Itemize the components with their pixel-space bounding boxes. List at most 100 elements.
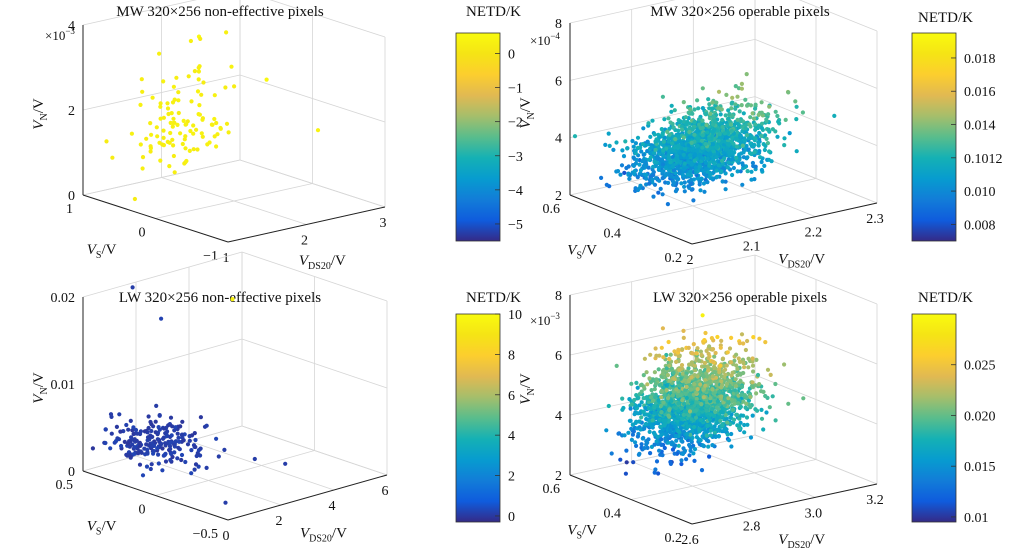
data-point [634,443,639,448]
data-point [690,111,695,116]
data-point [658,186,663,191]
data-point [664,352,669,358]
data-point [692,107,697,112]
data-point [661,355,666,360]
data-point [714,405,720,410]
wall-gridline [82,251,243,298]
data-point [659,395,664,400]
data-point [715,334,720,340]
data-point [750,363,756,368]
z-tick-label: 2 [68,104,75,119]
data-point [631,460,636,465]
data-point [172,442,177,447]
data-point [652,442,657,447]
data-point [669,109,674,114]
data-point [763,393,768,399]
x-tick-label: 2.2 [805,226,823,241]
data-point [759,100,764,105]
data-point [759,416,765,421]
wall-gridline [82,159,241,196]
data-point [730,100,735,105]
data-point [674,359,679,364]
data-point [746,398,752,403]
data-point [800,110,806,115]
data-point [666,180,671,185]
data-point [685,424,690,429]
data-point [746,136,751,141]
z-exponent: ×10−3 [45,26,75,43]
data-point [154,125,159,130]
data-point [667,408,672,413]
y-axis-label-unit: /V [101,242,116,258]
data-point [151,424,156,429]
data-point [652,387,657,392]
z-exponent: ×10−3 [530,311,560,328]
data-point [624,448,629,453]
data-point [733,84,738,89]
data-point [191,147,196,152]
data-point [200,134,205,139]
data-point [172,120,177,125]
data-point [659,442,664,447]
data-point [786,90,791,95]
data-point [684,457,689,462]
data-point [700,156,706,161]
data-point [659,410,664,415]
data-point [643,421,649,427]
x-axis-label: VDS20/V [778,251,825,270]
data-point [641,126,646,131]
data-point [686,184,691,189]
data-point [623,139,628,144]
data-point [679,181,684,186]
data-point [667,356,672,362]
x-tick-label: 2 [276,514,283,529]
data-point [700,125,705,130]
data-point [644,412,649,417]
data-point [679,438,684,443]
data-point [674,156,679,161]
data-point [171,153,176,159]
data-point [641,159,646,164]
data-point [638,183,643,188]
data-point [726,438,732,443]
data-point [706,368,711,373]
data-point [189,448,194,453]
data-point [149,428,154,434]
data-point [750,111,755,116]
data-point [657,417,662,423]
data-point [173,439,179,444]
data-point [673,433,679,439]
x-tick-label: 2.3 [866,212,884,227]
data-point [674,174,679,179]
data-point [756,112,761,117]
data-point [193,444,198,450]
data-point [735,169,740,174]
data-point [146,425,151,431]
x-tick-label: 3 [380,216,387,231]
data-point [656,190,661,195]
data-point [676,408,681,413]
y-tick-label: 0.6 [543,202,561,217]
data-point [732,358,737,363]
data-point [691,342,696,347]
data-point [732,401,737,406]
data-point [135,431,140,436]
data-point [726,396,731,401]
data-point [687,135,692,140]
data-point [689,162,695,167]
data-point [731,155,736,161]
data-point [729,398,735,403]
data-point [650,177,655,182]
data-point [175,456,180,461]
data-point [180,141,185,147]
data-point [700,122,705,127]
data-point [660,453,665,458]
z-exponent-power: −3 [550,311,560,321]
data-point [759,133,764,139]
data-point [730,135,735,140]
data-point [160,436,166,441]
data-point [128,439,133,444]
data-point [737,109,742,114]
data-point [704,403,710,408]
data-point [721,150,726,155]
